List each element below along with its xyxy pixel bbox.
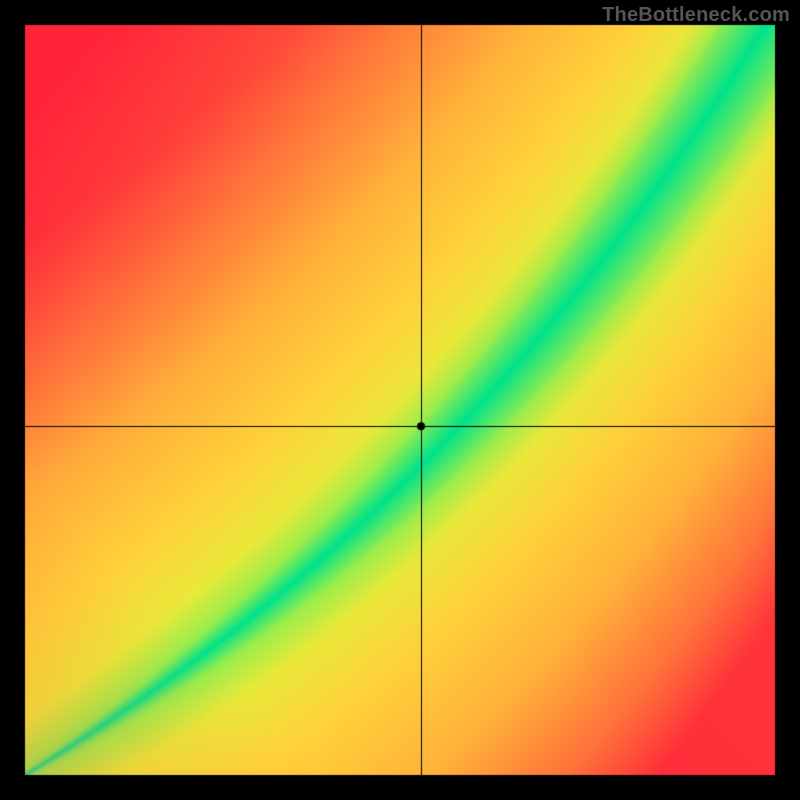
bottleneck-chart-container: TheBottleneck.com [0,0,800,800]
watermark-text: TheBottleneck.com [602,4,790,27]
bottleneck-heatmap [0,0,800,800]
